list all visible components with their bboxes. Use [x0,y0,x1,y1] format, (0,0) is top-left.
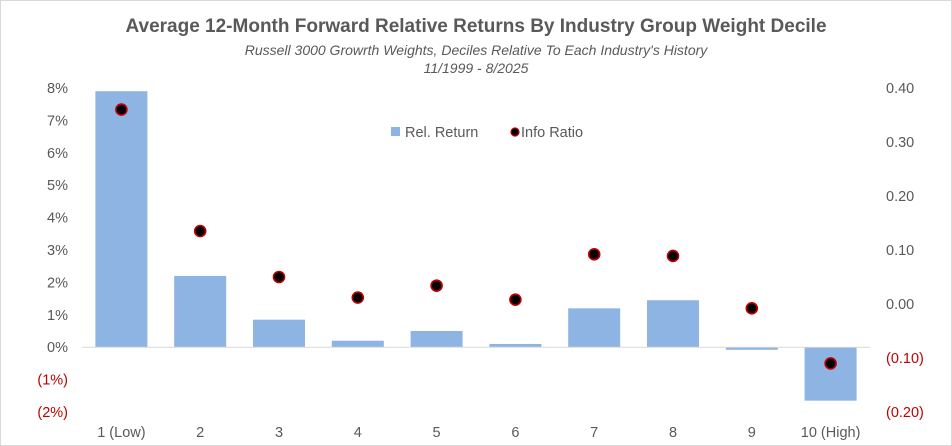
x-tick-label: 10 (High) [801,425,861,441]
point-info-ratio [115,103,128,116]
point-info-ratio [745,302,759,315]
y-left-tick-label: 0% [47,340,68,356]
y-left-tick-label: 4% [47,211,68,227]
bar-rel-return [174,275,227,348]
point-info-ratio [509,293,522,306]
bar-rel-return [725,347,778,350]
bar-rel-return [647,300,699,348]
legend-label-info-ratio: Info Ratio [521,125,583,141]
x-tick-label: 8 [669,425,677,441]
point-info-ratio [193,224,207,238]
x-tick-label: 4 [354,425,362,441]
bar-rel-return [253,319,305,348]
x-tick-label: 9 [748,425,756,441]
chart-subtitle: Russell 3000 Growrth Weights, Deciles Re… [244,42,708,58]
y-left-tick-label: 3% [47,243,68,259]
y-right-tick-label: 0.40 [886,81,914,97]
y-left-tick-label: (2%) [37,405,68,421]
bar-rel-return [489,343,542,348]
y-left-tick-label: 6% [47,146,68,162]
bar-rel-return [568,308,621,348]
chart-title: Average 12-Month Forward Relative Return… [125,16,827,37]
y-left-tick-label: 7% [47,113,68,129]
y-right-tick-label: 0.10 [886,243,914,259]
y-right-tick-label: (0.10) [886,351,924,367]
y-right-tick-label: (0.20) [886,405,924,421]
chart-period: 11/1999 - 8/2025 [423,60,529,76]
bar-rel-return [410,331,463,348]
legend-swatch-info-ratio [510,127,520,137]
y-right-tick-label: 0.30 [886,135,914,151]
point-info-ratio [824,357,837,370]
y-left-tick-label: 8% [47,81,68,97]
point-info-ratio [666,249,680,263]
y-right-tick-label: 0.20 [886,189,914,205]
x-tick-label: 3 [275,425,283,441]
legend-swatch-rel-return [391,127,400,136]
bar-rel-return [95,91,148,348]
point-info-ratio [587,248,601,261]
point-info-ratio [351,291,365,304]
x-tick-label: 5 [433,425,441,441]
y-left-tick-label: 1% [47,308,68,324]
y-right-tick-label: 0.00 [886,297,914,313]
x-tick-label: 2 [196,425,204,441]
point-info-ratio [430,279,443,292]
x-tick-label: 6 [511,425,519,441]
y-left-tick-label: (1%) [37,373,68,389]
y-left-tick-label: 2% [47,275,68,291]
y-left-tick-label: 5% [47,178,68,194]
bar-rel-return [804,347,857,401]
point-info-ratio [272,270,286,284]
x-tick-label: 7 [590,425,598,441]
legend-label-rel-return: Rel. Return [405,125,478,141]
bar-rel-return [331,340,384,348]
x-tick-label: 1 (Low) [97,425,145,441]
